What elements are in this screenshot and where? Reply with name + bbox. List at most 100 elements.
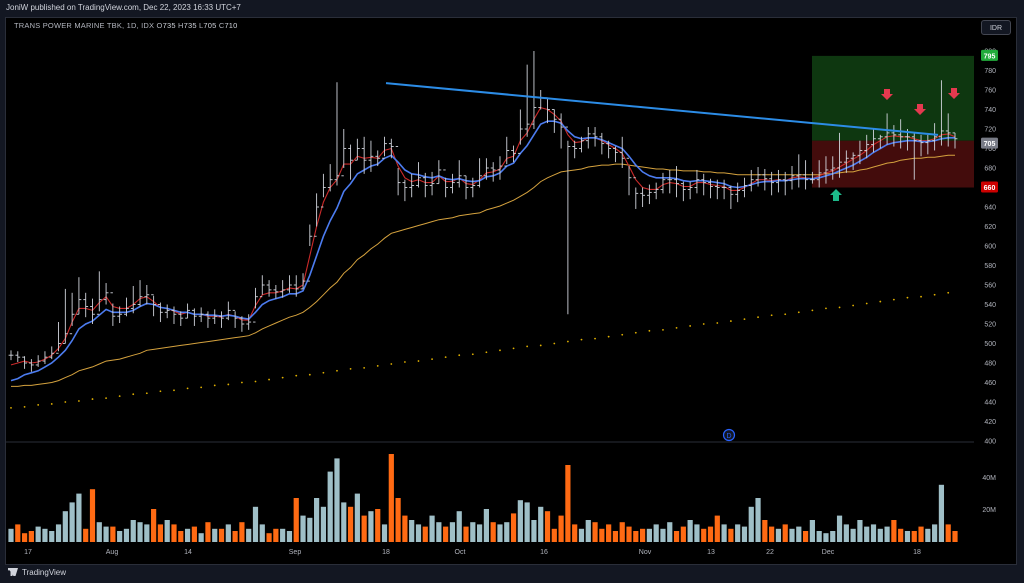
tradingview-logo[interactable]: TradingView (8, 568, 66, 577)
ohlc-bar (830, 156, 836, 180)
volume-bar (300, 515, 306, 542)
ohlc-bar (361, 136, 367, 174)
dotted-ma-point (227, 383, 230, 386)
ohlc-bar (83, 292, 89, 318)
currency-button[interactable]: IDR (981, 20, 1011, 35)
volume-bar (619, 522, 625, 542)
volume-bar (130, 520, 136, 542)
dotted-ma-point (716, 322, 719, 324)
target-zone (812, 55, 974, 141)
volume-bar (728, 528, 734, 542)
volume-bar (266, 533, 272, 542)
dotted-ma-point (879, 300, 882, 303)
dotted-ma-point (892, 298, 895, 301)
dotted-ma-point (729, 320, 732, 322)
dotted-ma-point (757, 316, 759, 319)
volume-bar (89, 489, 96, 542)
ohlc-bar (266, 280, 272, 297)
dotted-ma-point (797, 311, 800, 314)
dotted-ma-point (241, 381, 243, 384)
ohlc-values: O735 H735 L705 C710 (157, 21, 238, 30)
ohlc-c: C710 (216, 21, 238, 30)
ohlc-bar (253, 287, 258, 323)
volume-bar (15, 524, 21, 542)
dividend-marker[interactable]: D (722, 428, 736, 442)
volume-bar (775, 528, 782, 542)
volume-axis-label: 20M (982, 507, 996, 514)
ohlc-bar (877, 134, 883, 149)
ohlc-bar (354, 138, 360, 161)
ohlc-bar (823, 156, 829, 184)
volume-bar (151, 509, 157, 542)
ohlc-bar (151, 294, 157, 317)
ohlc-bar (178, 311, 184, 326)
dotted-ma-point (526, 345, 529, 348)
volume-bar (137, 522, 143, 542)
price-tag-bg (981, 181, 998, 193)
volume-bar (395, 498, 401, 542)
dotted-ma-point (403, 361, 406, 363)
ohlc-bar (667, 169, 673, 194)
ohlc-bar (531, 51, 537, 129)
ohlc-bar (463, 175, 469, 200)
ohlc-bar (925, 134, 931, 155)
ohlc-bar (871, 129, 876, 153)
ohlc-bar (762, 168, 768, 191)
trendline[interactable] (385, 82, 939, 136)
volume-bar (178, 531, 184, 542)
ohlc-bar (619, 136, 625, 168)
volume-bar (660, 528, 666, 542)
dotted-ma-point (634, 331, 637, 334)
price-axis-label: 400 (984, 439, 996, 446)
volume-bar (35, 526, 41, 542)
time-axis-label: 17 (24, 549, 32, 556)
volume-bar (212, 528, 218, 542)
dotted-ma-point (539, 344, 542, 347)
ohlc-bar (327, 164, 333, 192)
price-tag: 705 (981, 137, 998, 149)
ohlc-bar (918, 134, 924, 157)
volume-bar (280, 528, 286, 542)
volume-bar (809, 520, 815, 542)
dotted-ma-point (458, 354, 461, 357)
ohlc-bar (680, 181, 686, 202)
ohlc-bar (796, 154, 802, 188)
ohlc-bar (185, 303, 190, 319)
ohlc-bar (864, 134, 870, 159)
dotted-ma-point (702, 323, 705, 325)
ohlc-bar (219, 311, 224, 328)
ohlc-bar (246, 314, 252, 330)
ohlc-bar (28, 359, 34, 372)
volume-bar (110, 526, 116, 542)
symbol-line: TRANS POWER MARINE TBK, 1D, IDX (14, 21, 155, 30)
dotted-ma-point (10, 406, 12, 409)
volume-bar (347, 506, 354, 542)
ema-mid-line (10, 120, 955, 382)
dotted-ma-point (947, 291, 950, 294)
ohlc-bar (205, 311, 211, 328)
ohlc-bar (939, 80, 944, 146)
ohlc-bar (701, 173, 707, 196)
volume-bar (544, 511, 551, 542)
ohlc-bar (708, 178, 713, 199)
dividend-circle (722, 428, 736, 442)
dotted-ma-point (906, 296, 909, 299)
ema-slow-line (11, 154, 955, 387)
dotted-ma-point (607, 335, 610, 338)
ohlc-bar (490, 162, 496, 182)
price-axis-label: 600 (984, 244, 996, 251)
ohlc-bar (735, 182, 741, 203)
ohlc-bar (850, 152, 856, 170)
ohlc-bar (49, 346, 55, 360)
volume-bar (381, 524, 388, 542)
ohlc-bar (572, 140, 578, 159)
dotted-ma-point (78, 400, 80, 402)
ohlc-bar (293, 275, 299, 297)
time-axis-label: Dec (822, 549, 835, 556)
ohlc-bar (891, 125, 897, 147)
price-axis-label: 520 (984, 322, 996, 329)
ohlc-bar (212, 309, 218, 324)
dotted-ma-point (417, 360, 420, 362)
ohlc-bar (368, 140, 374, 172)
